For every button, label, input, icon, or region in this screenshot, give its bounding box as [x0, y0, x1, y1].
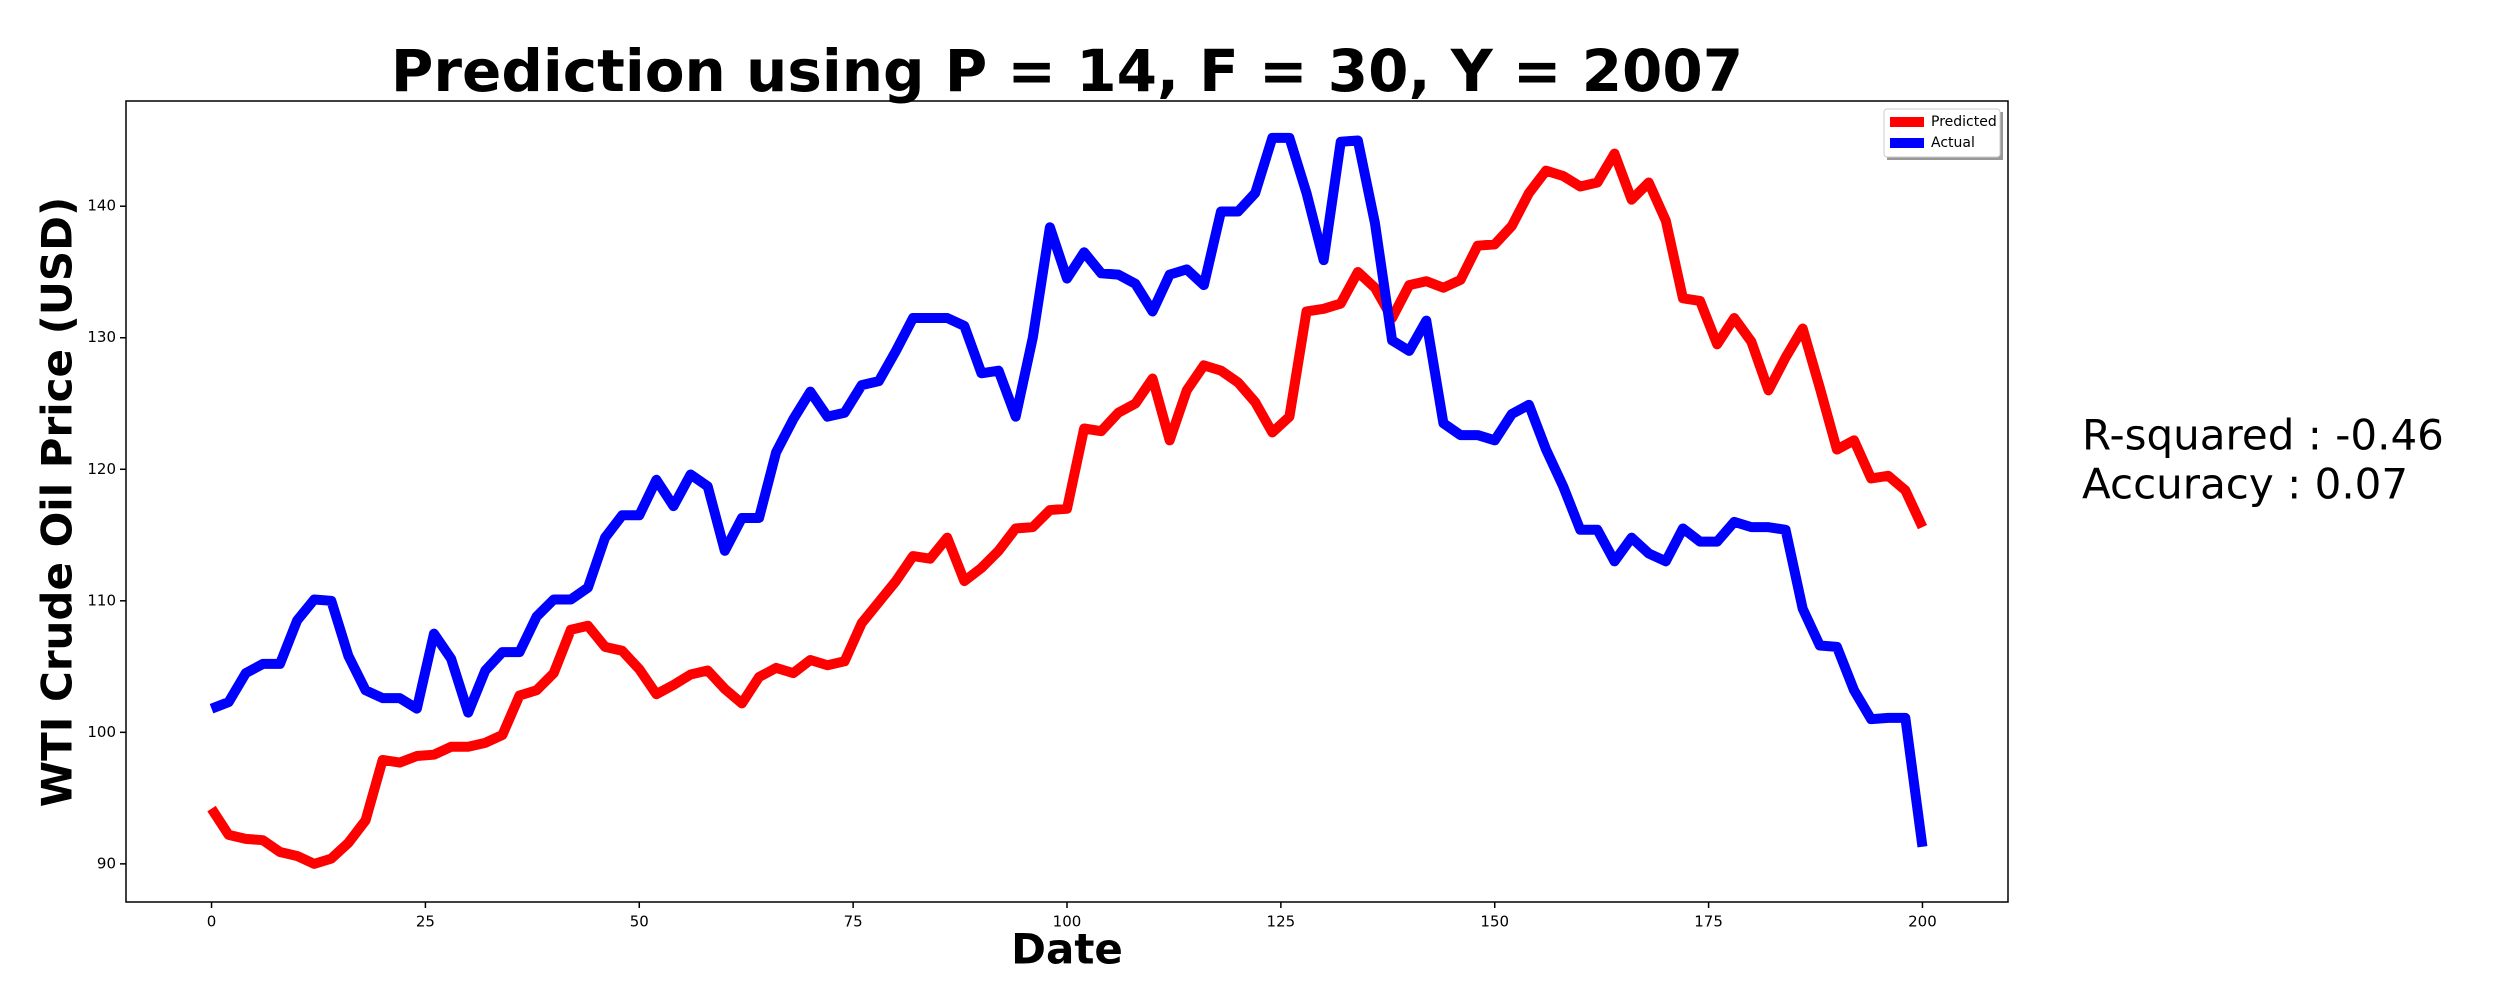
- x-tick-label: 0: [207, 913, 217, 931]
- x-tick-label: 25: [416, 913, 435, 931]
- x-tick-label: 100: [1053, 913, 1082, 931]
- y-tick-label: 130: [87, 328, 116, 346]
- y-tick-label: 140: [87, 197, 116, 215]
- series-line: [207, 148, 1927, 869]
- y-tick-label: 90: [97, 854, 116, 872]
- x-tick-label: 200: [1908, 913, 1937, 931]
- legend-label: Predicted: [1931, 114, 1997, 130]
- y-tick-label: 120: [87, 460, 116, 478]
- x-axis-label: Date: [1011, 925, 1123, 974]
- y-tick-label: 110: [87, 591, 116, 609]
- x-tick-label: 150: [1480, 913, 1509, 931]
- legend-label: Actual: [1931, 135, 1975, 151]
- annotation: Accuracy : 0.07: [2082, 460, 2408, 509]
- x-tick-label: 175: [1694, 913, 1723, 931]
- series-line: [209, 132, 1928, 848]
- x-tick-label: 50: [630, 913, 649, 931]
- chart-title: Prediction using P = 14, F = 30, Y = 200…: [391, 37, 1743, 105]
- annotation: R-squared : -0.46: [2082, 411, 2444, 460]
- x-tick-label: 125: [1267, 913, 1296, 931]
- y-tick-label: 100: [87, 723, 116, 741]
- x-tick-label: 75: [844, 913, 863, 931]
- plot-frame: [125, 100, 2009, 903]
- y-axis-label: WTI Crude Oil Price (USD): [33, 197, 82, 807]
